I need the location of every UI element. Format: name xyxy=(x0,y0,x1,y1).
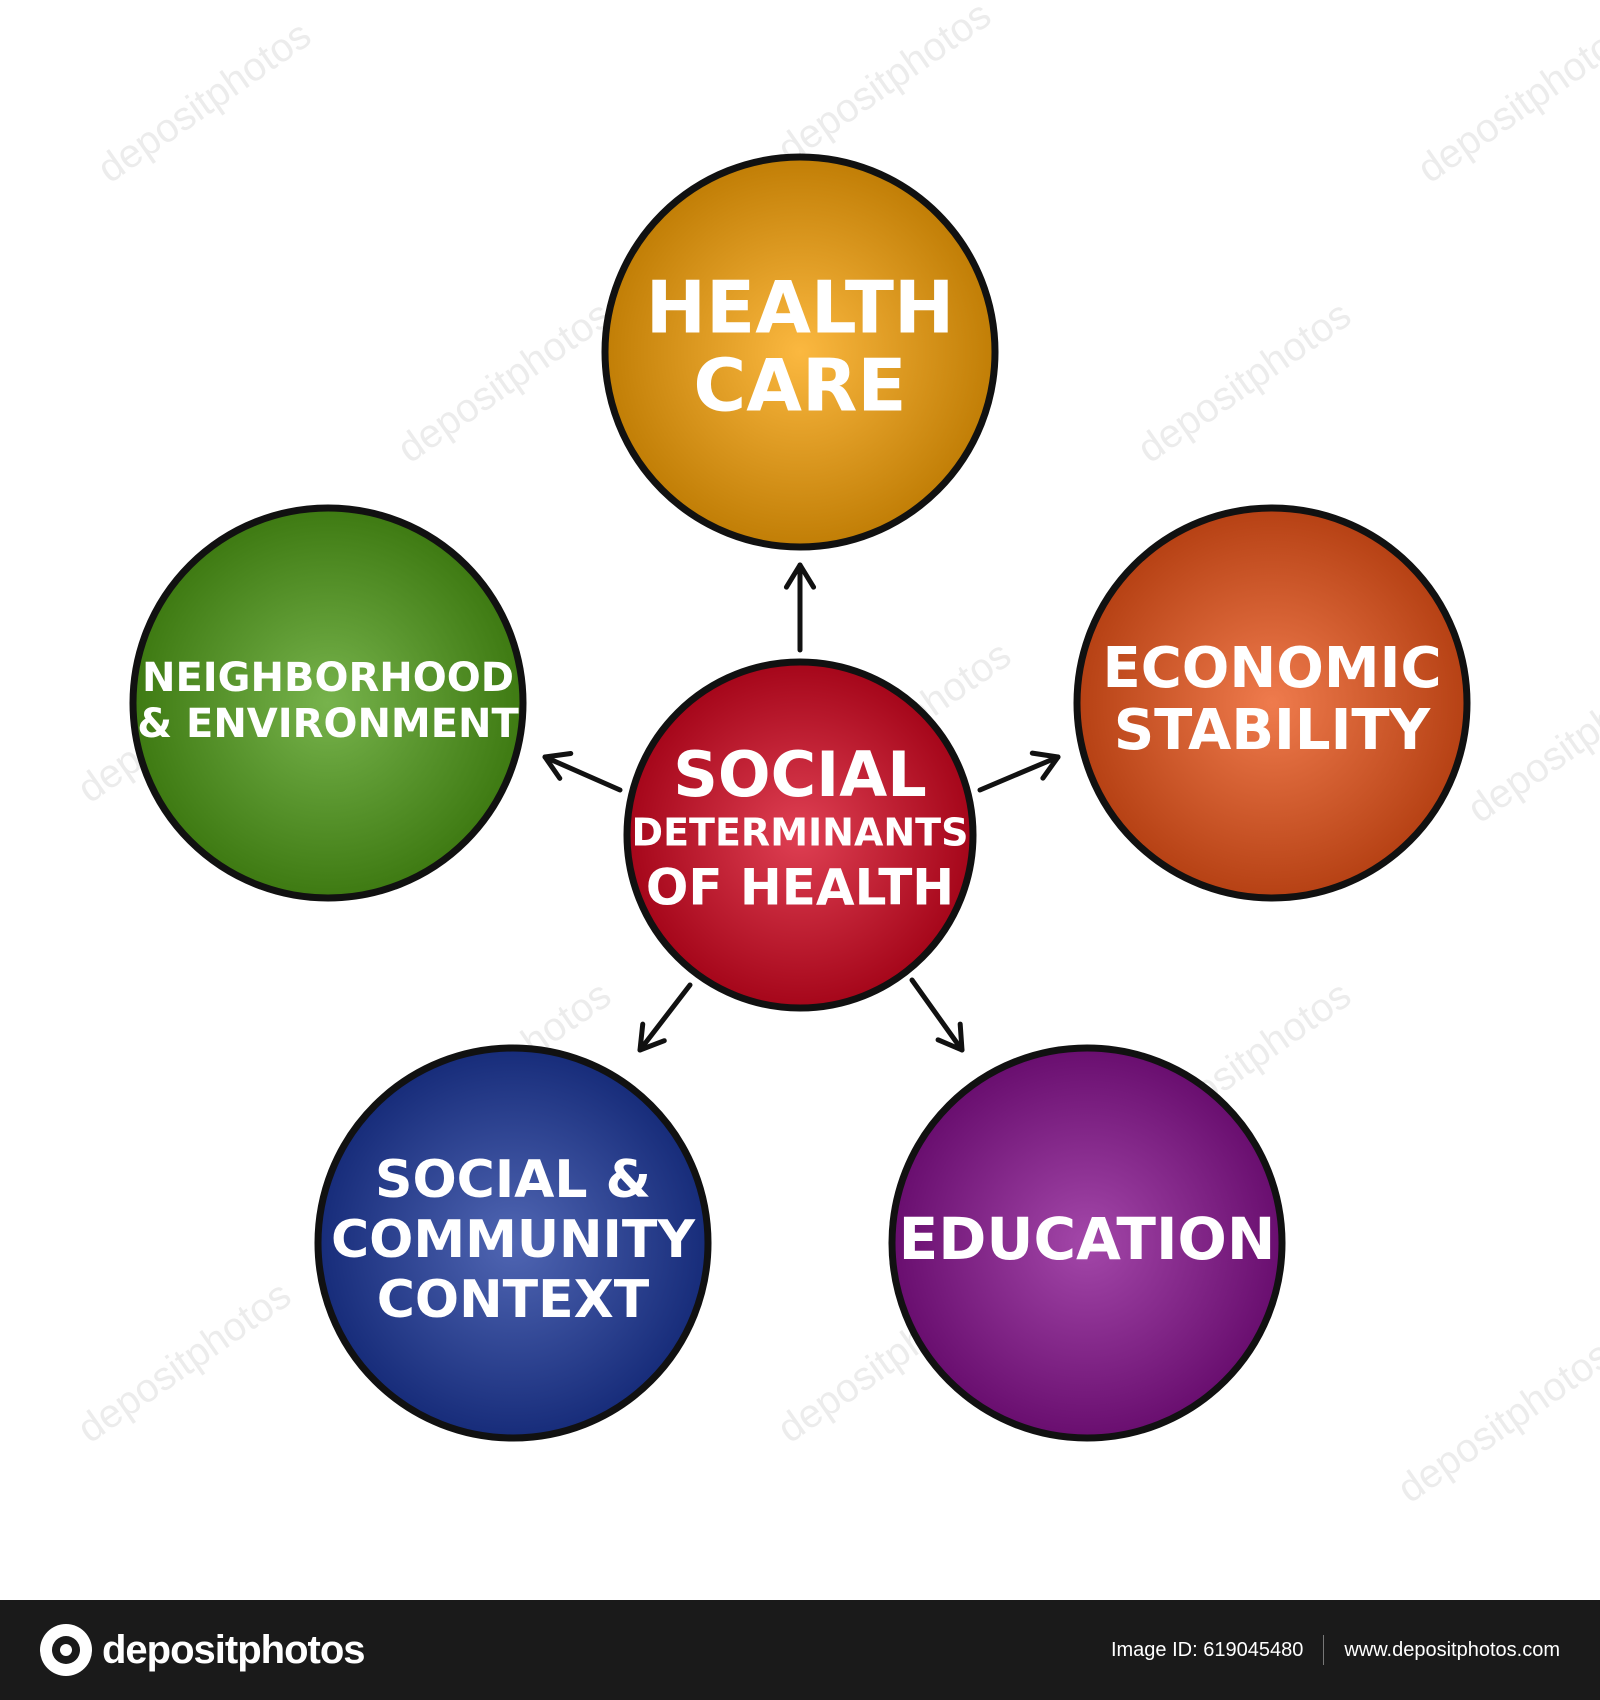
node-health-care-circle xyxy=(601,153,999,551)
node-economic-stability-circle xyxy=(1073,504,1471,902)
node-neighborhood-environment: NEIGHBORHOOD& ENVIRONMENT xyxy=(129,504,527,902)
node-health-care-label-line: CARE xyxy=(693,344,906,428)
diagram-canvas: depositphotos depositphotos depositphotos d… xyxy=(69,0,1600,1512)
arrow-to-education xyxy=(909,977,965,1053)
site-link[interactable]: www.depositphotos.com xyxy=(1344,1638,1560,1661)
logo-text: depositphotos xyxy=(102,1627,366,1672)
center-node-label-line: DETERMINANTS xyxy=(632,811,969,855)
center-node-label-line: OF HEALTH xyxy=(646,859,954,917)
node-neighborhood-environment-label-line: & ENVIRONMENT xyxy=(137,701,519,747)
footer-info: Image ID: 619045480 www.depositphotos.co… xyxy=(1111,1600,1560,1700)
arrow-to-economic-stability xyxy=(977,750,1061,793)
node-education-label-line: EDUCATION xyxy=(899,1205,1276,1273)
arrow-to-neighborhood-environment xyxy=(542,750,623,793)
logo-icon xyxy=(40,1624,92,1676)
node-social-community-context-label-line: SOCIAL & xyxy=(375,1150,651,1210)
node-social-community-context-label-line: CONTEXT xyxy=(377,1270,650,1330)
node-economic-stability-label-line: STABILITY xyxy=(1114,698,1432,763)
node-neighborhood-environment-circle xyxy=(129,504,527,902)
footer-bar: depositphotos Image ID: 619045480 www.de… xyxy=(0,1600,1600,1700)
node-education: EDUCATION xyxy=(888,1044,1286,1442)
footer-divider xyxy=(1323,1635,1325,1665)
arrow-to-health-care xyxy=(783,562,817,653)
image-id: Image ID: 619045480 xyxy=(1110,1638,1304,1661)
node-social-community-context-circle xyxy=(314,1044,712,1442)
node-social-community-context-label-line: COMMUNITY xyxy=(331,1210,696,1270)
center-node-label-line: SOCIAL xyxy=(673,738,926,811)
node-neighborhood-environment-label-line: NEIGHBORHOOD xyxy=(142,655,514,701)
center-node-circle xyxy=(623,658,977,1012)
node-health-care-label-line: HEALTH xyxy=(646,266,955,350)
node-economic-stability-label-line: ECONOMIC xyxy=(1102,636,1441,701)
mind-map: HEALTHCAREECONOMICSTABILITYEDUCATIONSOCI… xyxy=(129,153,1471,1442)
footer-logo[interactable]: depositphotos xyxy=(40,1622,366,1678)
arrow-to-social-community-context xyxy=(637,982,693,1053)
node-education-circle xyxy=(888,1044,1286,1442)
